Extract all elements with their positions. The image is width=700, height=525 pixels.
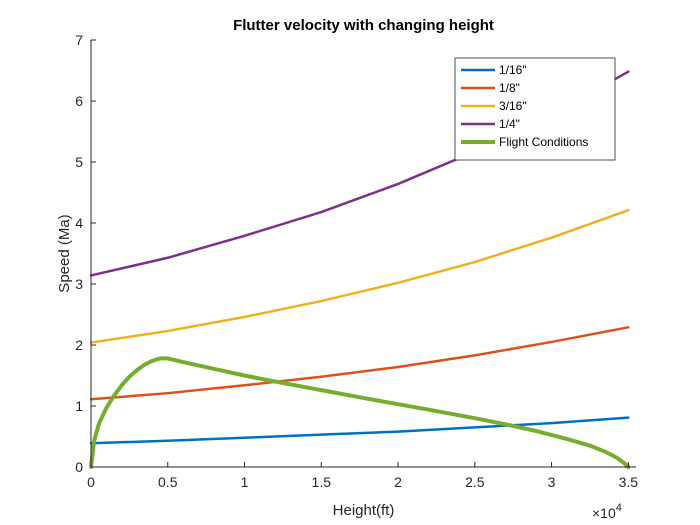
x-axis-label: Height(ft): [333, 502, 395, 519]
x-axis-exponent-base: ×10: [592, 505, 616, 521]
legend-label: 1/16": [499, 63, 527, 77]
x-tick-label: 0.5: [158, 474, 178, 490]
x-axis-exponent: ×104: [592, 502, 622, 521]
y-tick-label: 2: [75, 337, 83, 353]
x-tick-label: 1: [241, 474, 249, 490]
y-tick-label: 0: [75, 459, 83, 475]
legend-label: Flight Conditions: [499, 135, 588, 149]
x-tick-label: 2.5: [465, 474, 485, 490]
legend-label: 1/4": [499, 117, 520, 131]
y-axis-label: Speed (Ma): [56, 214, 73, 292]
chart-title: Flutter velocity with changing height: [233, 17, 494, 34]
series-line-flight-conditions: [89, 356, 631, 469]
x-tick-label: 2: [394, 474, 402, 490]
x-tick-label: 1.5: [312, 474, 332, 490]
x-tick-label: 3.5: [619, 474, 639, 490]
legend-label: 3/16": [499, 99, 527, 113]
x-axis-exponent-power: 4: [616, 502, 622, 514]
y-tick-label: 4: [75, 215, 83, 231]
legend: 1/16" 1/8" 3/16" 1/4" Flight Conditions: [454, 57, 616, 161]
tick-layer: 0 0.5 1 1.5 2 2.5 3 3.5 0 1 2 3 4 5 6 7: [75, 32, 638, 490]
y-tick-label: 5: [75, 154, 83, 170]
axes-layer: [90, 40, 636, 468]
y-tick-label: 6: [75, 93, 83, 109]
y-tick-label: 7: [75, 32, 83, 48]
legend-label: 1/8": [499, 81, 520, 95]
x-tick-label: 0: [87, 474, 95, 490]
series-line-1-8: [89, 326, 630, 401]
y-tick-label: 1: [75, 398, 83, 414]
legend-box: [454, 57, 616, 161]
series-line-1-16: [89, 416, 630, 445]
y-tick-label: 3: [75, 276, 83, 292]
series-line-3-16: [89, 208, 630, 344]
x-tick-label: 3: [548, 474, 556, 490]
